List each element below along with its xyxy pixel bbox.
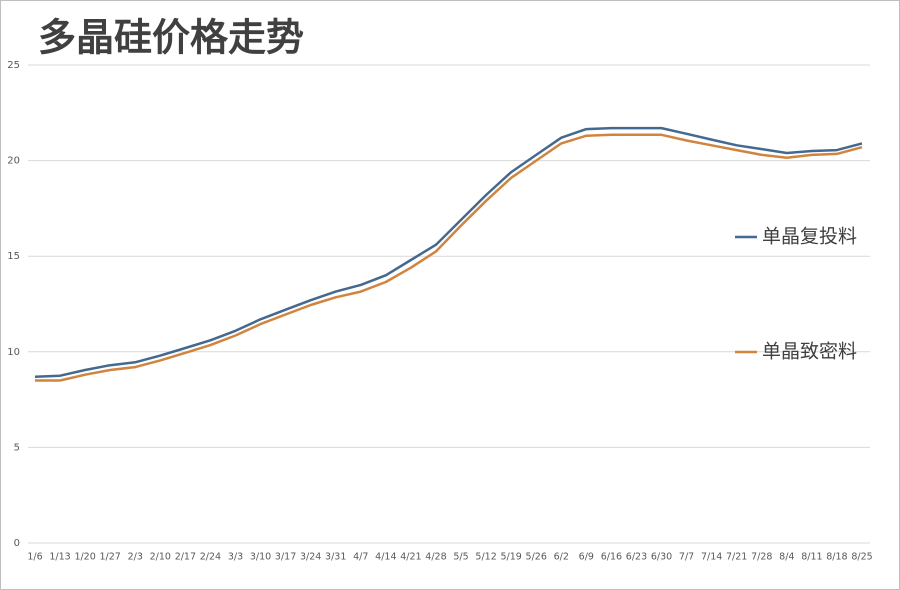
x-tick-label: 7/28	[751, 552, 772, 563]
y-tick-label: 5	[14, 442, 20, 453]
x-tick-label: 1/20	[74, 552, 95, 563]
x-tick-label: 3/31	[325, 552, 346, 563]
x-tick-label: 6/2	[554, 552, 569, 563]
x-tick-label: 8/18	[826, 552, 847, 563]
x-tick-label: 3/17	[275, 552, 296, 563]
x-tick-label: 7/7	[679, 552, 694, 563]
x-tick-label: 5/12	[475, 552, 496, 563]
x-tick-label: 7/14	[701, 552, 722, 563]
x-tick-label: 1/27	[100, 552, 121, 563]
legend-label: 单晶致密料	[762, 341, 857, 363]
x-tick-label: 4/7	[353, 552, 368, 563]
x-tick-label: 8/11	[801, 552, 822, 563]
y-tick-label: 15	[7, 251, 20, 262]
x-tick-label: 5/26	[526, 552, 547, 563]
legend-label: 单晶复投料	[762, 226, 857, 248]
x-tick-label: 2/17	[175, 552, 196, 563]
chart-title: 多晶硅价格走势	[38, 16, 304, 60]
y-tick-label: 20	[7, 156, 20, 167]
x-tick-label: 5/5	[453, 552, 468, 563]
x-tick-label: 3/10	[250, 552, 271, 563]
x-tick-label: 2/10	[150, 552, 171, 563]
x-tick-label: 3/3	[228, 552, 243, 563]
y-tick-label: 0	[14, 538, 20, 549]
x-tick-label: 6/30	[651, 552, 672, 563]
x-tick-label: 1/13	[49, 552, 70, 563]
x-tick-label: 6/16	[601, 552, 622, 563]
x-tick-label: 8/25	[851, 552, 872, 563]
x-tick-label: 5/19	[500, 552, 521, 563]
x-tick-label: 4/14	[375, 552, 396, 563]
x-tick-label: 7/21	[726, 552, 747, 563]
x-tick-label: 2/24	[200, 552, 221, 563]
x-tick-label: 1/6	[27, 552, 42, 563]
y-tick-label: 25	[7, 60, 20, 71]
x-tick-label: 6/23	[626, 552, 647, 563]
x-tick-label: 4/21	[400, 552, 421, 563]
x-tick-label: 2/3	[128, 552, 143, 563]
x-tick-label: 4/28	[425, 552, 446, 563]
x-tick-label: 6/9	[579, 552, 594, 563]
x-tick-label: 3/24	[300, 552, 321, 563]
x-tick-label: 8/4	[779, 552, 794, 563]
series-line	[34, 126, 863, 378]
series-line	[35, 133, 863, 382]
y-tick-label: 10	[7, 347, 20, 358]
